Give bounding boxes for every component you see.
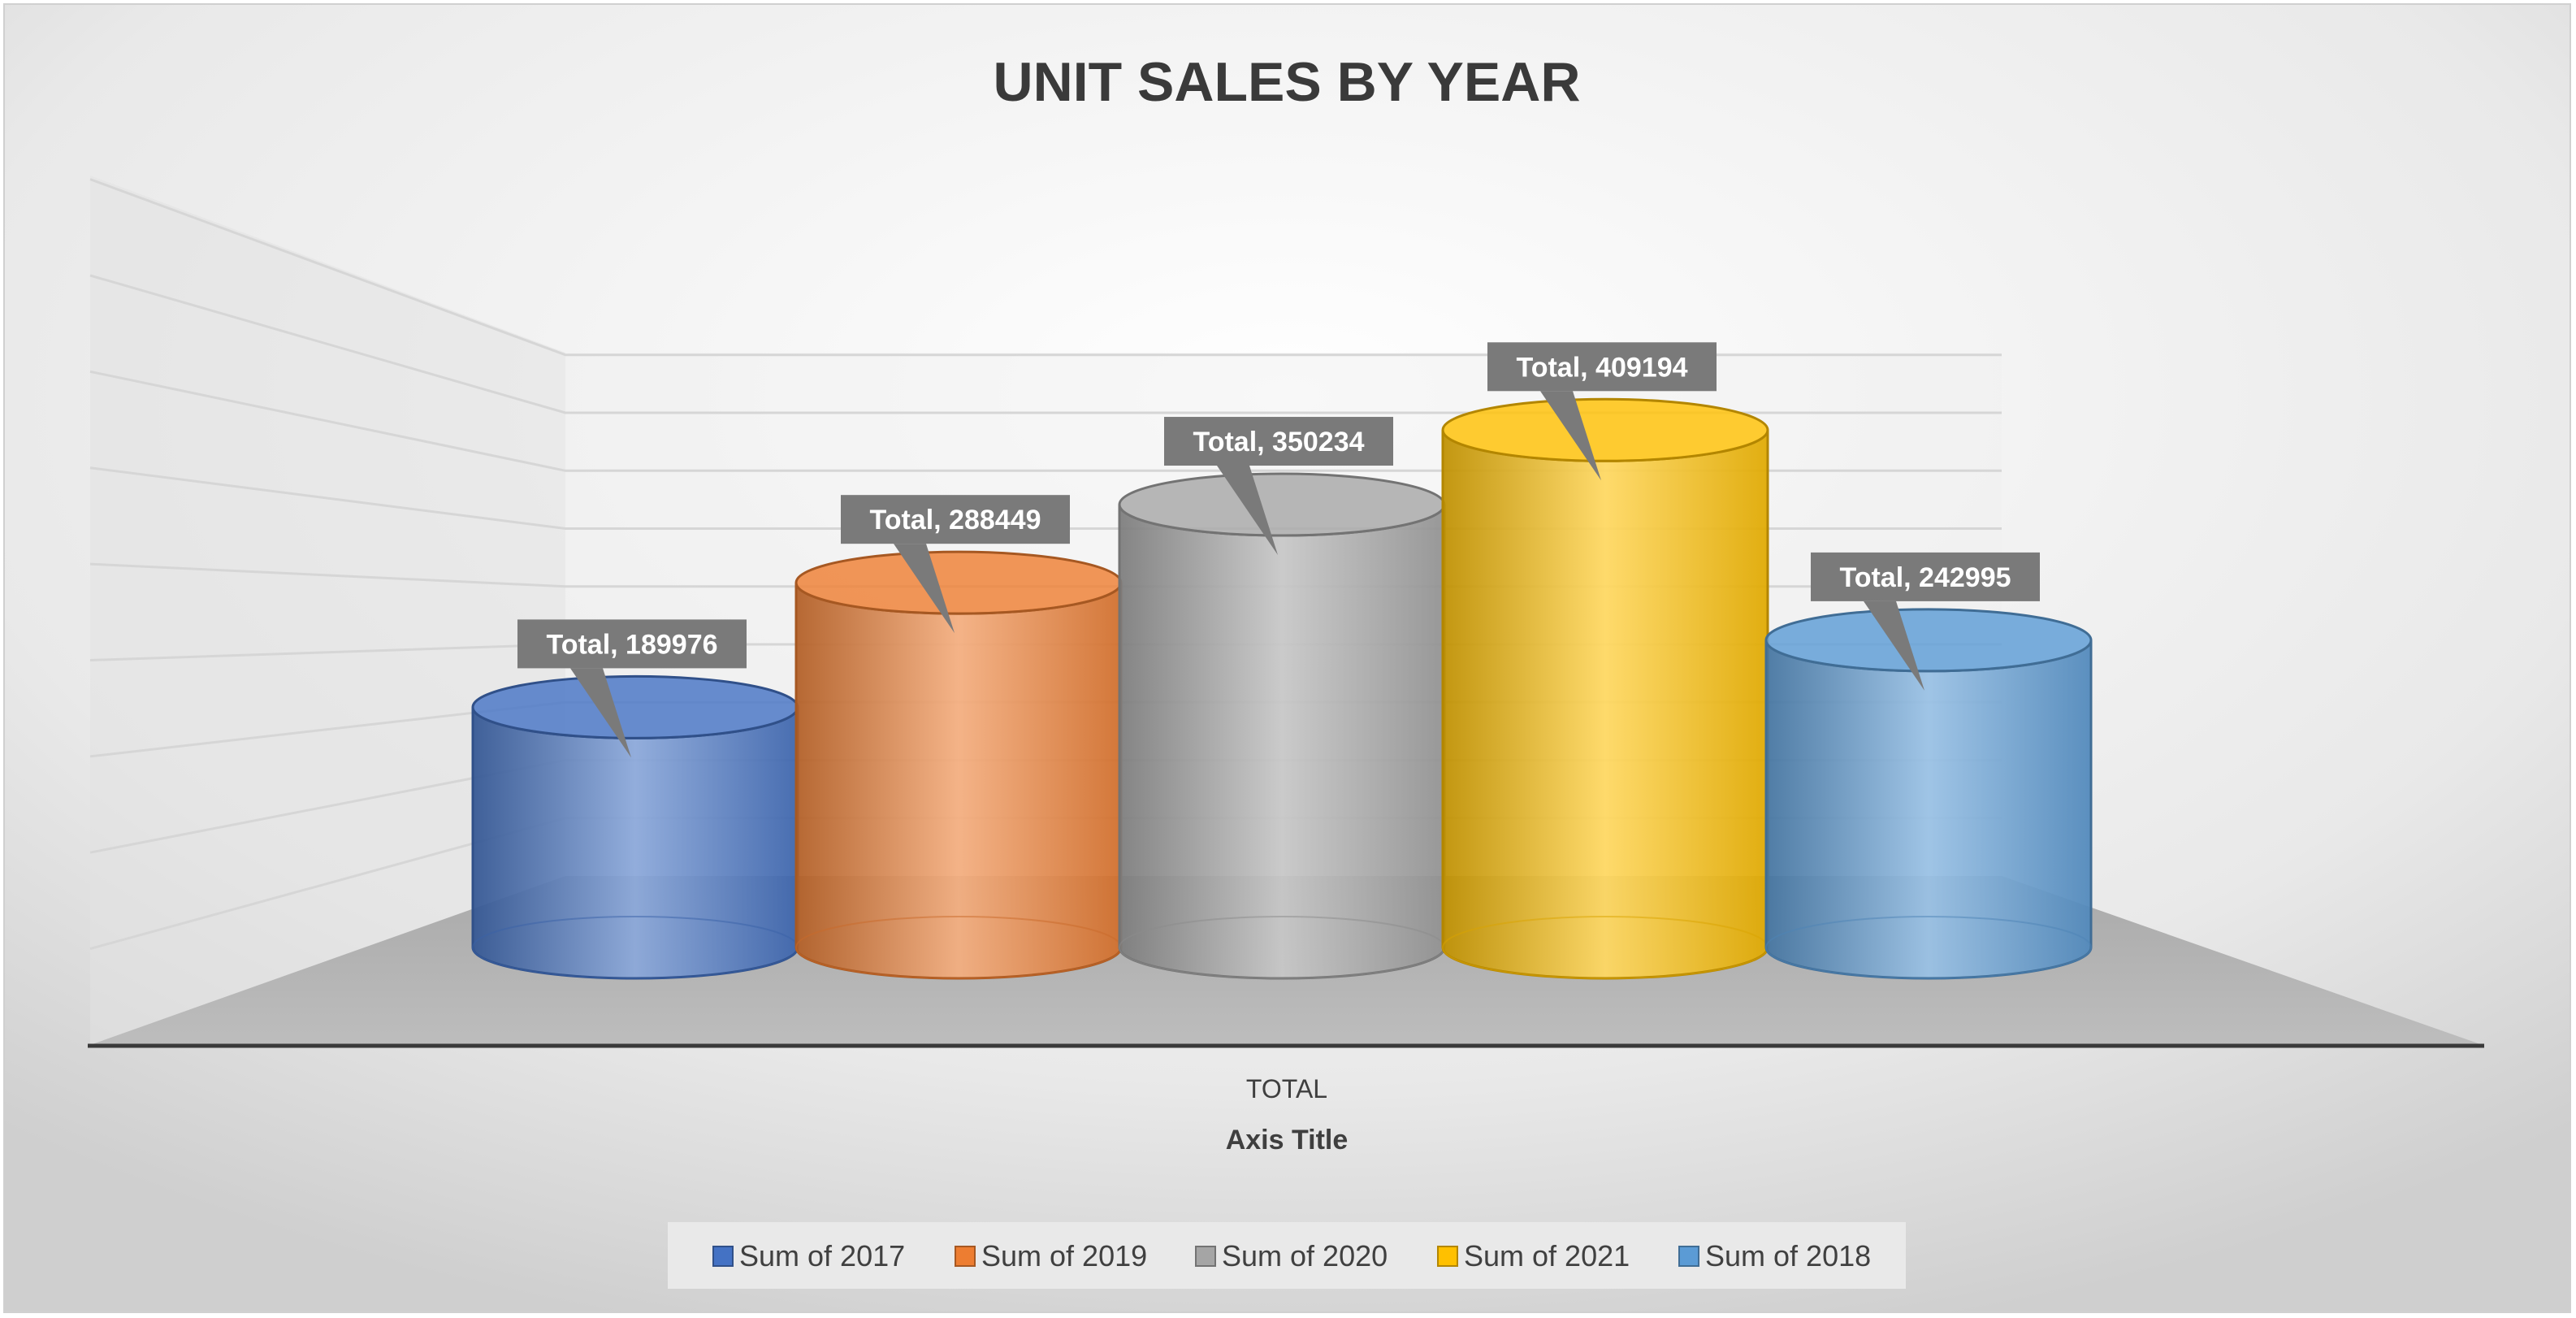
x-axis-title: Axis Title bbox=[1226, 1125, 1349, 1155]
bar-sum-of-2018 bbox=[1764, 608, 2093, 980]
data-label-pointer bbox=[1217, 466, 1278, 556]
data-label-box bbox=[1811, 552, 2040, 601]
category-label: TOTAL bbox=[1246, 1074, 1327, 1103]
data-label: Total, 409194 bbox=[1487, 342, 1717, 481]
side-wall bbox=[90, 176, 565, 1045]
chart-title: UNIT SALES BY YEAR bbox=[994, 51, 1581, 113]
legend-item: Sum of 2018 bbox=[1678, 1239, 1871, 1272]
bar-top bbox=[1118, 472, 1446, 537]
legend: Sum of 2017 Sum of 2019 Sum of 2020 Sum of … bbox=[712, 1239, 1871, 1272]
bar-top bbox=[1764, 608, 2093, 673]
legend-item: Sum of 2021 bbox=[1437, 1239, 1630, 1272]
data-label-text: Total, 350234 bbox=[1193, 427, 1364, 457]
data-label-pointer bbox=[894, 544, 955, 634]
data-label-text: Total, 288449 bbox=[869, 505, 1041, 535]
legend-label: Sum of 2020 bbox=[1222, 1239, 1388, 1272]
data-label-text: Total, 242995 bbox=[1839, 562, 2011, 593]
data-label-box bbox=[1487, 342, 1717, 392]
data-label-box bbox=[841, 495, 1070, 544]
legend-item: Sum of 2017 bbox=[712, 1239, 905, 1272]
legend-swatch bbox=[1678, 1246, 1699, 1267]
bar-sum-of-2017 bbox=[471, 674, 799, 980]
data-label-text: Total, 409194 bbox=[1516, 352, 1687, 383]
data-label: Total, 350234 bbox=[1164, 417, 1393, 556]
bar-body bbox=[1764, 639, 2093, 980]
bar-top bbox=[794, 550, 1123, 615]
bar-base-edge bbox=[1765, 916, 2092, 979]
bar-sum-of-2019 bbox=[794, 550, 1123, 980]
data-label: Total, 242995 bbox=[1811, 552, 2040, 691]
bar-body bbox=[794, 583, 1123, 980]
legend-label: Sum of 2021 bbox=[1464, 1239, 1630, 1272]
legend-swatch bbox=[1195, 1246, 1216, 1267]
data-label-box bbox=[517, 619, 747, 669]
data-label-text: Total, 189976 bbox=[546, 629, 717, 660]
legend-swatch bbox=[955, 1246, 976, 1267]
legend-label: Sum of 2017 bbox=[739, 1239, 905, 1272]
data-label-box bbox=[1164, 417, 1393, 466]
bar-body bbox=[471, 707, 799, 980]
legend-label: Sum of 2018 bbox=[1705, 1239, 1871, 1272]
bars-layer bbox=[471, 397, 2093, 980]
legend-label: Sum of 2019 bbox=[981, 1239, 1147, 1272]
legend-item: Sum of 2019 bbox=[955, 1239, 1147, 1272]
data-label-pointer bbox=[1864, 600, 1924, 691]
bar-top bbox=[471, 674, 799, 739]
bar-body bbox=[1118, 504, 1446, 980]
bar-sum-of-2021 bbox=[1441, 397, 1769, 980]
legend-swatch bbox=[1437, 1246, 1458, 1267]
bar-sum-of-2020 bbox=[1118, 472, 1446, 980]
legend-item: Sum of 2020 bbox=[1195, 1239, 1388, 1272]
data-label: Total, 189976 bbox=[517, 619, 747, 758]
chart-area: UNIT SALES BY YEAR Total, 189976 Total, 2… bbox=[3, 3, 2571, 1313]
bar-top bbox=[1441, 397, 1769, 462]
data-label-pointer bbox=[1540, 391, 1601, 481]
data-label: Total, 288449 bbox=[841, 495, 1070, 634]
chart-svg: UNIT SALES BY YEAR Total, 189976 Total, 2… bbox=[5, 5, 2570, 1311]
data-labels-layer: Total, 189976 Total, 288449 Total, 350234 T… bbox=[517, 342, 2040, 758]
legend-swatch bbox=[712, 1246, 734, 1267]
bar-body bbox=[1441, 430, 1769, 980]
data-label-pointer bbox=[570, 668, 631, 758]
